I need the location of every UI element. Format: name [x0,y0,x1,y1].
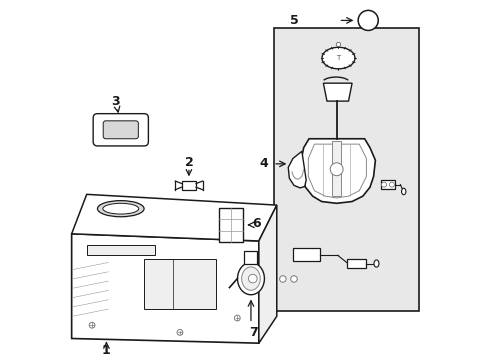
Text: 1: 1 [102,344,111,357]
Circle shape [388,182,394,187]
Circle shape [177,329,183,335]
Circle shape [89,322,95,328]
Ellipse shape [373,260,378,267]
Text: 3: 3 [111,95,120,108]
Text: T: T [336,55,340,61]
Circle shape [357,10,378,31]
Text: 6: 6 [252,216,261,230]
Ellipse shape [401,188,405,195]
Polygon shape [258,205,276,343]
Polygon shape [346,259,366,268]
Circle shape [279,276,285,282]
Text: 7: 7 [248,326,257,339]
Bar [273,28,418,311]
Polygon shape [292,248,319,261]
Bar [182,181,196,190]
Text: 2: 2 [184,156,193,168]
Circle shape [329,163,343,176]
Bar [244,251,257,264]
Circle shape [248,274,257,283]
Ellipse shape [237,262,264,295]
Ellipse shape [102,203,139,214]
Polygon shape [380,180,394,189]
Polygon shape [323,83,351,101]
Circle shape [232,217,238,222]
Circle shape [336,42,340,46]
Bar [219,208,242,242]
Polygon shape [301,139,375,203]
Circle shape [290,276,297,282]
Polygon shape [144,259,215,309]
Polygon shape [72,194,276,241]
Bar [332,140,340,196]
FancyBboxPatch shape [103,121,138,139]
FancyBboxPatch shape [93,114,148,146]
Ellipse shape [321,47,354,69]
Polygon shape [86,244,155,255]
Polygon shape [287,151,305,188]
Text: 5: 5 [289,14,298,27]
Text: 4: 4 [259,157,268,170]
Circle shape [381,182,386,187]
Ellipse shape [241,267,260,290]
Circle shape [234,315,240,321]
Ellipse shape [97,201,144,217]
Polygon shape [72,234,258,343]
